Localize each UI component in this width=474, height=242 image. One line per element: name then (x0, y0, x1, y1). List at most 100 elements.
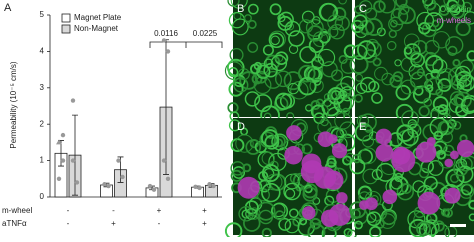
cell (238, 206, 254, 222)
cell (244, 91, 261, 107)
micrograph: E (349, 110, 474, 242)
y-axis-label: Permeability (10⁻⁵ cm/s) (9, 61, 18, 148)
cell (312, 16, 321, 25)
data-point (165, 176, 171, 181)
cell (269, 3, 282, 16)
cell (256, 64, 271, 79)
cell (277, 15, 293, 31)
cell (392, 71, 404, 82)
panel-label: E (359, 121, 366, 133)
cell (375, 162, 395, 182)
cell (364, 18, 383, 37)
wheel-cluster (302, 206, 316, 220)
cell (245, 139, 262, 155)
cell (309, 78, 324, 93)
y-tick-label: 2 (40, 119, 45, 128)
cell (386, 40, 397, 51)
scale-bar (450, 224, 466, 227)
cell (361, 135, 375, 148)
wheel-cluster (392, 146, 411, 165)
data-point (70, 158, 76, 163)
cell (327, 14, 344, 31)
cell (443, 0, 460, 9)
condition-value: + (157, 206, 162, 215)
cell (331, 69, 344, 82)
cell (228, 119, 241, 132)
cell (331, 90, 341, 101)
cell (247, 3, 259, 15)
cell (235, 134, 254, 153)
cell (336, 128, 348, 140)
wheel-cluster (456, 139, 474, 158)
cell (242, 163, 252, 173)
micrograph: D (224, 112, 357, 242)
data-point (165, 49, 171, 54)
legend-swatch (61, 13, 71, 23)
cell (338, 0, 347, 5)
condition-label: aTNFα (2, 219, 27, 228)
micrograph: C (349, 0, 474, 124)
cell (254, 94, 273, 113)
cell (466, 50, 474, 62)
condition-value: - (67, 206, 70, 215)
cell (422, 0, 434, 7)
cell (264, 70, 283, 89)
data-point (120, 174, 125, 180)
cell (274, 70, 292, 88)
cell (381, 210, 397, 225)
cell (297, 76, 317, 96)
cell (343, 228, 353, 238)
wheel-cluster (375, 128, 392, 145)
condition-label: m-wheel (2, 206, 32, 215)
cell (432, 96, 449, 113)
image-legend: m-wheels (437, 16, 471, 25)
cell (409, 71, 428, 89)
cell (342, 155, 353, 166)
cell (284, 20, 301, 37)
cell (297, 64, 316, 83)
cell (247, 42, 259, 53)
cell (358, 113, 377, 132)
cell (371, 92, 383, 104)
cell (455, 91, 472, 109)
cell (445, 36, 464, 55)
cell (443, 144, 455, 157)
cell (366, 211, 382, 227)
cell (457, 81, 465, 89)
cell (340, 76, 355, 91)
cell (398, 3, 410, 15)
cell (229, 47, 244, 62)
cell (329, 23, 345, 40)
cell (278, 217, 292, 231)
cell (390, 7, 409, 26)
cell (437, 104, 449, 115)
y-tick-label: 3 (40, 83, 45, 92)
cell (378, 0, 396, 14)
cell (321, 61, 338, 78)
cell (230, 0, 248, 9)
panel-label: B (237, 3, 244, 15)
data-point (60, 158, 66, 163)
cell (323, 93, 332, 101)
data-point (70, 98, 76, 103)
cell (450, 73, 467, 91)
annotation: 0.0225 (193, 29, 218, 38)
cell (407, 119, 418, 129)
cell (408, 218, 428, 238)
cell (226, 58, 245, 77)
y-tick-label: 5 (40, 10, 45, 19)
cell (299, 46, 317, 64)
condition-value: + (202, 206, 207, 215)
cell (455, 21, 471, 37)
cell (260, 129, 280, 148)
cell (460, 97, 474, 115)
cell (258, 209, 274, 225)
cell (397, 6, 416, 25)
cell (416, 11, 435, 30)
data-point (56, 176, 62, 181)
cell (308, 37, 324, 53)
data-point (106, 183, 111, 189)
cell (261, 151, 275, 165)
cell (288, 208, 299, 219)
y-tick-label: 1 (40, 156, 45, 165)
